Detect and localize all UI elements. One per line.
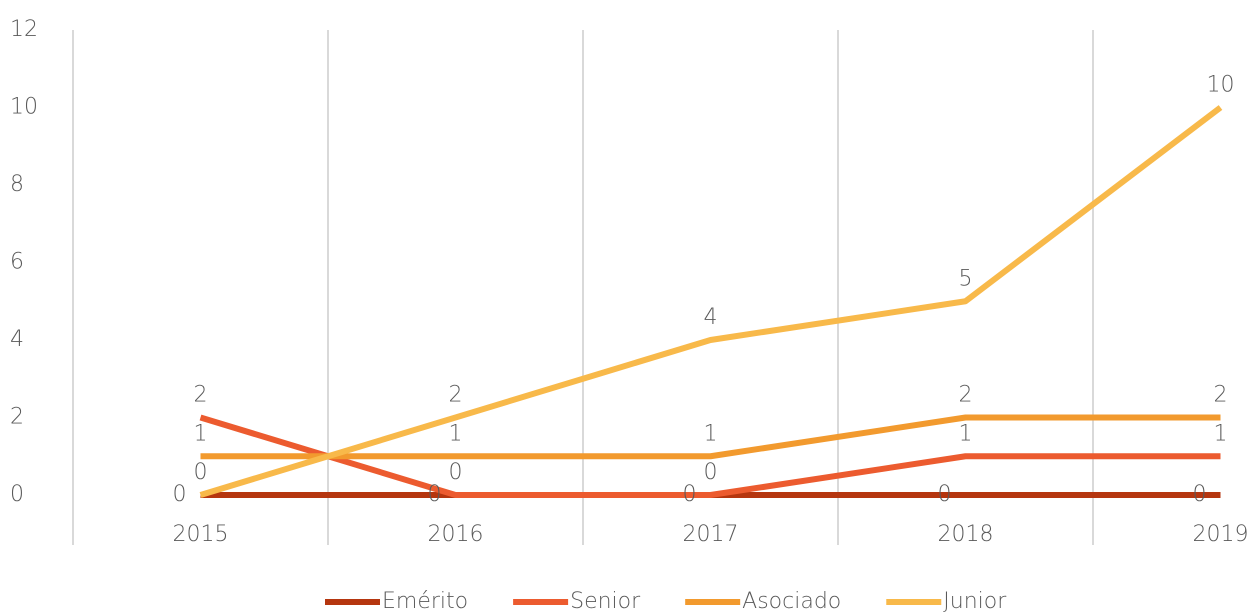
data-label: 2	[959, 383, 973, 408]
data-label: 4	[704, 305, 718, 330]
data-label: 1	[449, 421, 463, 446]
data-label: 1	[959, 421, 973, 446]
series-line	[200, 414, 1221, 460]
data-label: 1	[704, 421, 718, 446]
data-label: 2	[1214, 383, 1228, 408]
legend-label: Asociado	[742, 589, 841, 614]
data-label: 2	[449, 383, 463, 408]
x-tick-label: 2018	[938, 522, 994, 547]
data-label: 0	[683, 482, 697, 507]
x-tick-label: 2016	[428, 522, 484, 547]
data-label: 1	[1214, 421, 1228, 446]
y-tick-label: 0	[10, 482, 24, 507]
data-label: 0	[1193, 482, 1207, 507]
series-line	[199, 105, 1223, 498]
x-tick-label: 2015	[173, 522, 229, 547]
data-label: 2	[194, 383, 208, 408]
data-label: 10	[1207, 73, 1235, 98]
data-label: 0	[938, 482, 952, 507]
y-tick-label: 12	[10, 17, 38, 42]
data-label: 1	[194, 421, 208, 446]
data-label: 0	[449, 460, 463, 485]
data-label: 0	[173, 482, 187, 507]
y-tick-label: 8	[10, 172, 24, 197]
y-tick-label: 4	[10, 327, 24, 352]
data-label: 5	[959, 266, 973, 291]
y-tick-label: 2	[10, 405, 24, 430]
legend-label: Junior	[943, 589, 1007, 614]
y-tick-label: 10	[10, 95, 38, 120]
legend-label: Senior	[570, 589, 641, 614]
data-label: 0	[428, 482, 442, 507]
series-line	[199, 414, 1221, 498]
x-tick-label: 2017	[683, 522, 739, 547]
data-label: 0	[194, 460, 208, 485]
data-label: 0	[704, 460, 718, 485]
y-tick-label: 6	[10, 250, 24, 275]
x-tick-label: 2019	[1193, 522, 1249, 547]
legend-label: Emérito	[382, 589, 468, 614]
